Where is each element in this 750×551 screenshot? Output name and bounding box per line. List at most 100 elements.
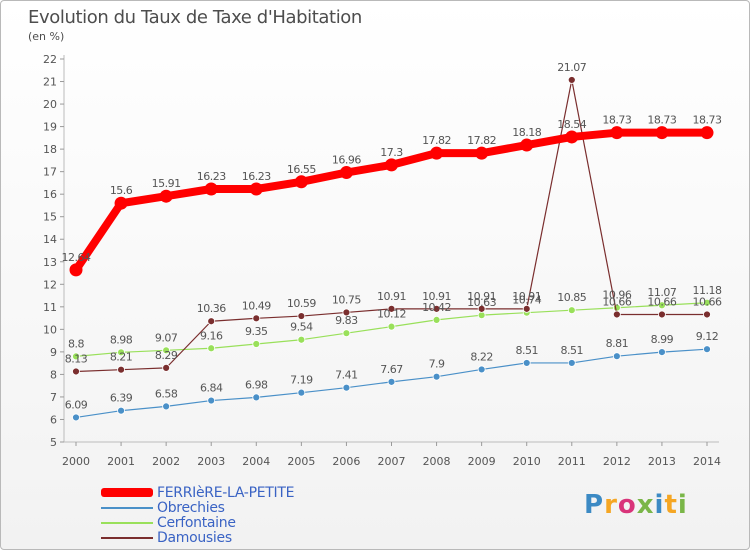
data-point (117, 365, 125, 374)
data-point (342, 308, 351, 317)
y-tick-label: 13 (43, 256, 57, 269)
y-tick-label: 10 (43, 323, 57, 336)
x-tick-label: 2013 (648, 455, 676, 468)
proxiti-logo: Proxiti (584, 490, 688, 520)
data-point (432, 304, 441, 313)
data-point (387, 377, 396, 386)
data-label: 10.96 (602, 289, 631, 302)
data-label: 7.9 (429, 358, 445, 371)
data-label: 10.36 (197, 302, 226, 315)
x-tick-label: 2004 (242, 455, 270, 468)
data-label: 18.73 (693, 114, 722, 127)
data-label: 9.12 (696, 330, 719, 343)
data-label: 11.18 (693, 284, 722, 297)
data-point (207, 317, 216, 326)
x-tick-label: 2007 (378, 455, 406, 468)
legend-label-damousies: Damousies (157, 529, 232, 546)
data-label: 8.99 (651, 333, 674, 346)
data-label: 16.23 (242, 170, 271, 183)
data-point (117, 406, 125, 415)
data-label: 6.84 (200, 382, 223, 395)
data-label: 8.51 (515, 344, 538, 357)
data-label: 12.64 (62, 251, 91, 264)
data-point (297, 388, 306, 397)
data-label: 18.73 (602, 114, 631, 127)
data-point (430, 146, 444, 160)
logo-letter: i (677, 490, 688, 520)
data-label: 8.22 (470, 350, 493, 363)
chart-title: Evolution du Taux de Taxe d'Habitation (28, 7, 362, 28)
y-tick-label: 9 (50, 346, 57, 359)
legend-swatch-ferriere (101, 488, 153, 497)
data-label: 9.83 (335, 314, 358, 327)
y-tick-label: 6 (50, 413, 57, 426)
data-point (567, 76, 576, 84)
x-tick-label: 2011 (558, 455, 586, 468)
data-point (162, 363, 171, 372)
data-point (703, 310, 711, 319)
data-label: 18.18 (512, 126, 541, 139)
data-label: 6.98 (245, 378, 268, 391)
data-label: 6.09 (65, 398, 88, 411)
y-tick-label: 20 (43, 98, 57, 111)
x-tick-label: 2003 (197, 455, 225, 468)
data-point (387, 322, 396, 331)
data-label: 8.21 (110, 351, 133, 364)
data-point (207, 344, 216, 353)
data-point (658, 301, 666, 310)
data-label: 10.49 (242, 299, 271, 312)
y-tick-label: 15 (43, 211, 57, 224)
data-label: 10.91 (377, 290, 406, 303)
data-point (477, 304, 486, 313)
data-point (520, 138, 534, 152)
data-label: 10.59 (287, 297, 316, 310)
x-tick-label: 2010 (513, 455, 541, 468)
data-point (297, 335, 306, 344)
legend-swatch-cerfontaine (101, 521, 153, 524)
data-point (72, 413, 80, 422)
data-point (339, 166, 353, 180)
data-point (658, 348, 666, 357)
logo-letter: x (636, 490, 655, 520)
data-point (655, 126, 669, 140)
y-tick-label: 18 (43, 143, 57, 156)
data-point (72, 367, 80, 376)
data-label: 8.51 (561, 344, 584, 357)
data-point (385, 158, 398, 172)
chart-unit-label: (en %) (28, 30, 65, 43)
y-tick-label: 16 (43, 188, 57, 201)
data-point (162, 402, 171, 411)
data-label: 10.75 (332, 293, 361, 306)
data-point (297, 312, 306, 320)
data-label: 15.6 (110, 184, 133, 197)
data-point (522, 359, 531, 367)
data-label: 8.98 (110, 333, 133, 346)
data-label: 21.07 (557, 61, 586, 74)
y-tick-label: 22 (43, 53, 57, 66)
data-point (342, 329, 351, 338)
data-point (703, 345, 711, 354)
data-label: 10.63 (467, 296, 496, 309)
data-label: 8.13 (65, 352, 88, 365)
data-label: 8.29 (155, 349, 178, 362)
data-point (612, 352, 621, 361)
logo-letter: r (604, 490, 618, 520)
x-tick-label: 2000 (62, 455, 90, 468)
x-tick-label: 2002 (152, 455, 180, 468)
x-tick-label: 2001 (107, 455, 135, 468)
data-point (700, 126, 714, 140)
data-label: 10.42 (422, 301, 451, 314)
data-point (567, 359, 576, 367)
data-label: 10.91 (467, 290, 496, 303)
logo-letter: o (617, 490, 637, 520)
data-point (252, 393, 261, 402)
data-point (294, 175, 308, 189)
data-point (522, 304, 531, 313)
data-point (477, 365, 486, 374)
data-point (117, 348, 125, 357)
data-point (204, 182, 218, 196)
data-point (342, 383, 351, 392)
data-label: 8.81 (606, 337, 629, 350)
